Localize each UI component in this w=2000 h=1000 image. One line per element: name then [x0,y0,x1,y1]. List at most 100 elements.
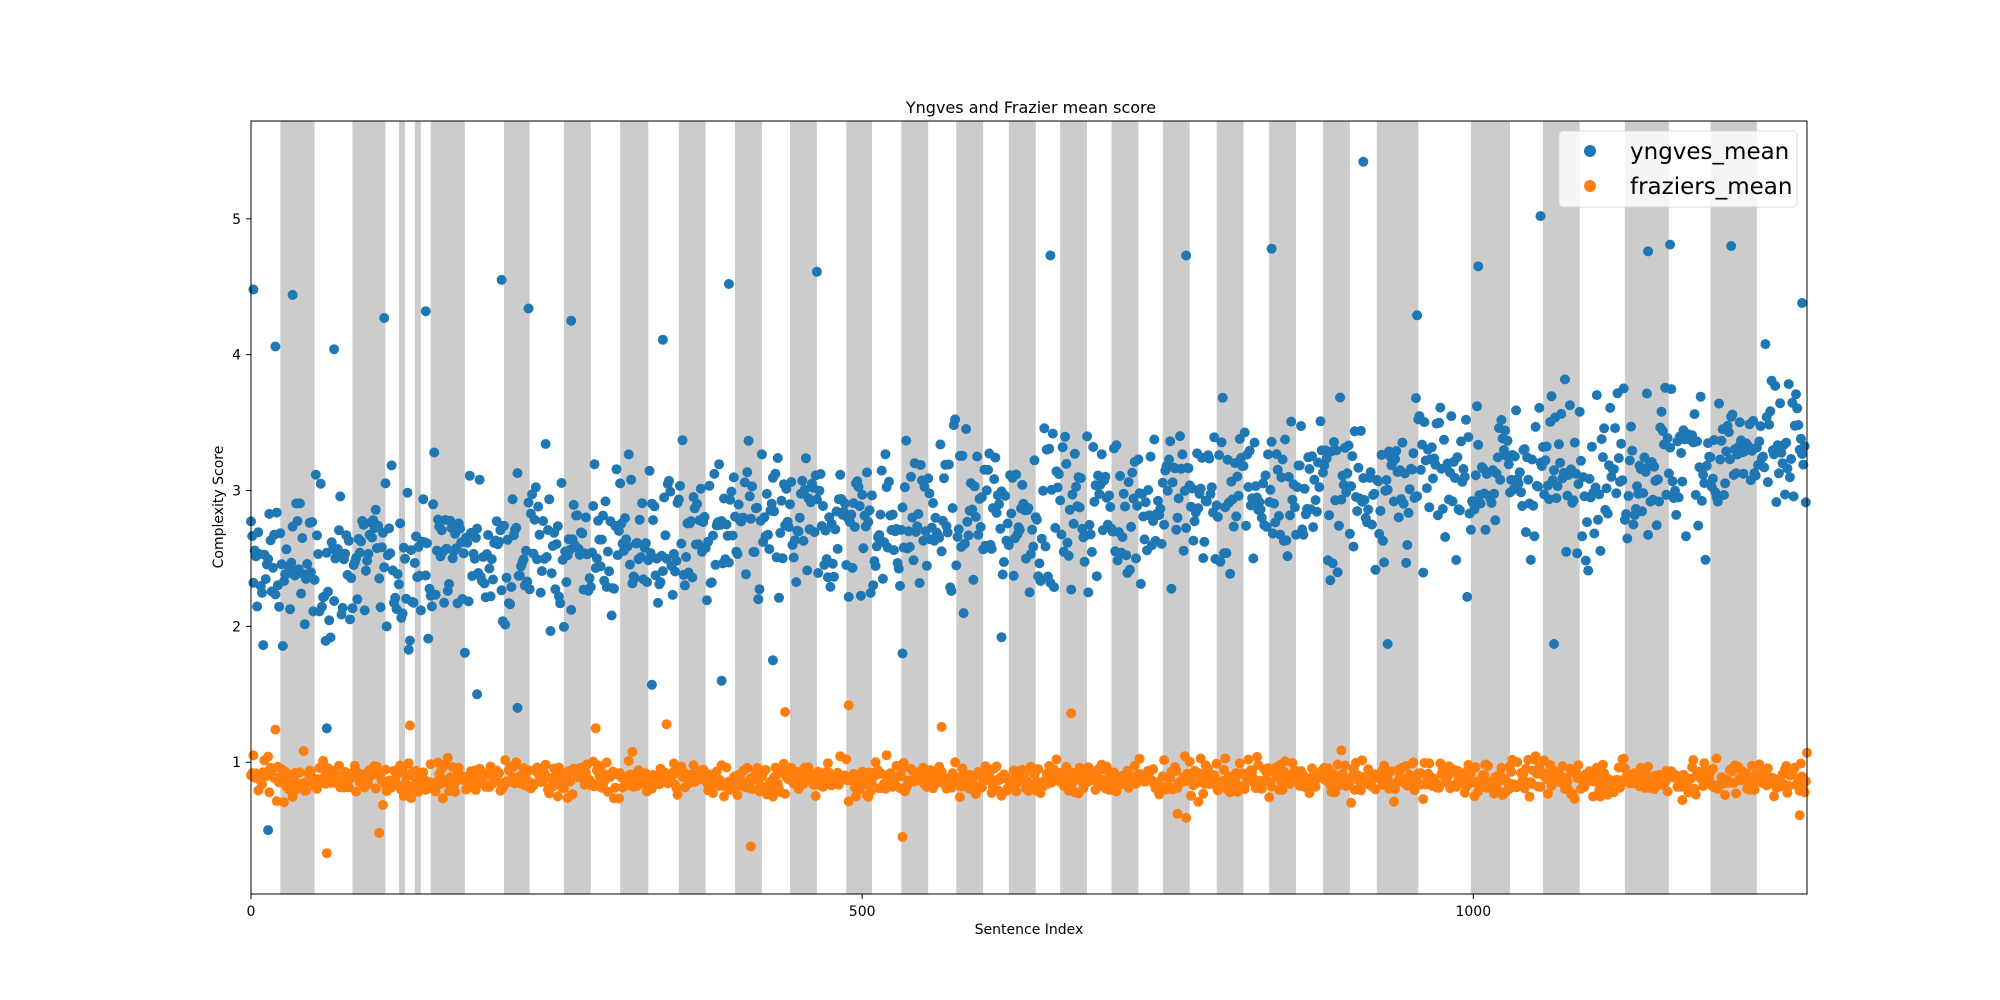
yngves-point [363,548,374,559]
yngves-point [1770,380,1781,391]
yngves-point [943,459,954,470]
fraziers-point [1051,754,1062,765]
yngves-point [1126,521,1137,532]
yngves-point [305,567,316,578]
yngves-point [606,610,617,621]
yngves-point [1727,409,1738,420]
yngves-point [1580,555,1591,566]
yngves-point [379,562,390,573]
yngves-point [1610,423,1621,434]
yngves-point [1637,506,1647,517]
yngves-point [1530,421,1541,432]
yngves-point [1698,469,1709,480]
yngves-point [1748,415,1759,426]
legend: yngves_mean fraziers_mean [1558,130,1798,208]
yngves-point [1206,482,1217,493]
yngves-point [626,474,637,485]
fraziers-point [1066,708,1077,719]
yngves-point [1797,298,1808,308]
yngves-point [667,589,678,600]
yngves-point [655,577,666,588]
yngves-point [1490,515,1501,526]
yngves-point [455,523,465,534]
yngves-point [281,544,292,555]
yngves-point [1096,449,1107,460]
yngves-point [1047,428,1058,439]
yngves-point [1304,464,1315,474]
yngves-point [523,303,534,314]
fraziers-point [843,796,854,807]
yngves-point [1665,442,1676,453]
yngves-point [1462,591,1473,602]
yngves-point [870,561,881,571]
yngves-point [458,548,469,559]
yngves-point [1725,454,1735,465]
yngves-point [802,565,813,576]
yngves-point [257,587,267,598]
yngves-point [1792,403,1803,414]
yngves-point [1315,416,1326,427]
yngves-point [1514,467,1525,478]
yngves-point [1365,467,1376,478]
yngves-point [472,523,483,534]
yngves-point [1105,502,1116,512]
fraziers-point [627,746,638,757]
yngves-point [1201,496,1212,507]
fraziers-point [1483,760,1493,771]
fraziers-point [1698,781,1709,792]
yngves-point [1549,639,1559,649]
yngves-point [657,334,668,345]
yngves-point [1500,425,1511,436]
fraziers-point [870,757,881,768]
fraziers-point [1148,764,1159,775]
yngves-point [829,571,839,582]
yngves-point [681,552,692,562]
yngves-point [875,509,886,520]
yngves-point [733,499,744,510]
yngves-point [1783,379,1794,390]
yngves-point [463,596,474,607]
yngves-point [352,594,363,605]
yngves-point [1473,261,1484,272]
yngves-point [275,528,286,539]
yngves-point [1124,564,1135,575]
yngves-point [1100,471,1111,482]
yngves-point [660,530,671,541]
fraziers-point [708,788,718,799]
yngves-point [785,499,795,510]
fraziers-point [841,754,852,765]
yngves-point [725,494,736,505]
yngves-point [1544,494,1555,505]
fraziers-point [1562,776,1573,787]
yngves-point [598,510,608,521]
fraziers-point [404,720,415,731]
yngves-point [1641,388,1652,399]
yngves-point [374,573,385,584]
yngves-point [1217,392,1228,403]
y-tick-label: 1 [232,755,241,771]
yngves-point [968,574,979,585]
yngves-point [488,574,498,585]
yngves-point [1628,519,1639,530]
yngves-point [1308,522,1319,533]
yngves-point [312,530,322,541]
yngves-point [1248,553,1259,564]
fraziers-point [719,791,729,802]
yngves-point [536,566,547,577]
yngves-point [1776,447,1787,458]
fraziers-point [778,758,789,769]
fraziers-point [1597,759,1608,770]
yngves-point [325,632,336,643]
yngves-point [1377,535,1388,546]
yngves-point [1519,444,1530,455]
yngves-point [835,469,846,480]
fraziers-point [264,787,275,798]
yngves-point [566,604,577,615]
yngves-point [1709,435,1720,446]
plot-frame [250,120,1808,895]
fraziers-point [822,758,833,769]
yngves-point [1214,450,1225,461]
yngves-point [1298,529,1309,540]
yngves-point [1091,571,1102,582]
yngves-point [743,435,754,446]
